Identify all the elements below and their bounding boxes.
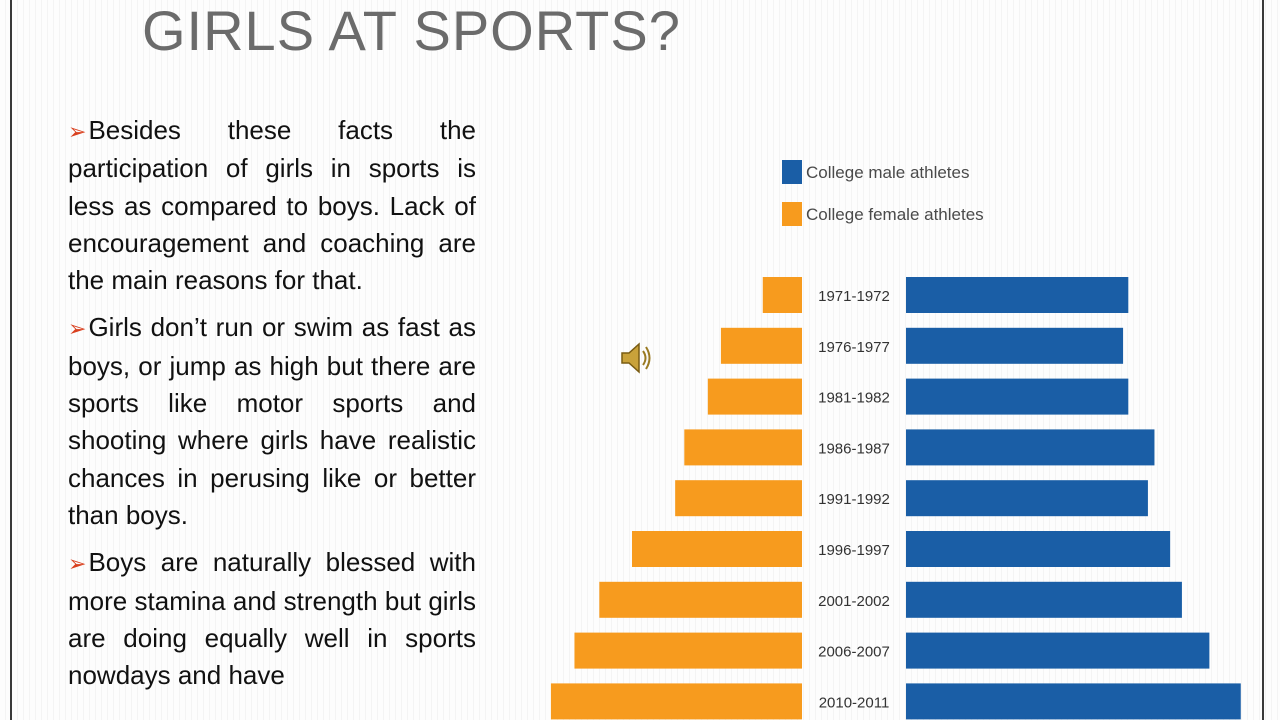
bar-male-1986-1987	[906, 429, 1155, 466]
bar-male-1981-1982	[906, 378, 1129, 415]
bar-female-1981-1982	[707, 378, 802, 415]
legend-label-male: College male athletes	[806, 163, 969, 182]
bar-female-2001-2002	[599, 581, 802, 618]
bar-male-2010-2011	[906, 683, 1241, 720]
bar-female-1986-1987	[684, 429, 802, 466]
bullet-text-3: Boys are naturally blessed with more sta…	[68, 547, 476, 691]
category-label: 1986-1987	[818, 440, 890, 457]
category-label: 2006-2007	[818, 644, 890, 661]
bar-male-2006-2007	[906, 632, 1210, 669]
bar-female-1996-1997	[632, 531, 802, 567]
category-label: 1981-1982	[818, 390, 890, 407]
category-label: 1996-1997	[818, 542, 890, 559]
bullet-arrow-icon: ➢	[68, 551, 87, 577]
bar-male-1976-1977	[906, 327, 1124, 364]
bar-male-1971-1972	[906, 277, 1129, 313]
category-label: 1971-1972	[818, 288, 890, 305]
category-label: 2010-2011	[819, 694, 890, 711]
legend-swatch-female	[782, 202, 802, 226]
bullet-text-2: Girls don’t run or swim as fast as boys,…	[68, 312, 476, 530]
bar-female-2010-2011	[550, 683, 802, 720]
bullet-paragraph-1: ➢Besides these facts the participation o…	[68, 112, 476, 299]
speaker-icon[interactable]	[618, 338, 654, 383]
bar-female-1976-1977	[720, 327, 802, 364]
legend-label-female: College female athletes	[806, 205, 984, 224]
bar-female-1991-1992	[675, 480, 802, 517]
bullet-list: ➢Besides these facts the participation o…	[68, 112, 476, 704]
slide-left-border	[10, 0, 12, 720]
legend-swatch-male	[782, 160, 802, 184]
slide-title: GIRLS AT SPORTS?	[142, 0, 681, 62]
bullet-arrow-icon: ➢	[68, 119, 87, 144]
bar-male-2001-2002	[906, 581, 1182, 618]
bar-male-1996-1997	[906, 531, 1171, 567]
bullet-paragraph-2: ➢Girls don’t run or swim as fast as boys…	[68, 309, 476, 534]
bar-male-1991-1992	[906, 480, 1148, 517]
bullet-text-1: Besides these facts the participation of…	[68, 115, 476, 296]
category-label: 1991-1992	[818, 491, 890, 508]
athletes-chart: College male athletes College female athl…	[550, 160, 1241, 720]
category-label: 1976-1977	[818, 339, 890, 356]
category-label: 2001-2002	[818, 593, 890, 610]
bar-female-2006-2007	[574, 632, 802, 669]
bullet-paragraph-3: ➢Boys are naturally blessed with more st…	[68, 544, 476, 694]
slide-right-border	[1262, 0, 1264, 720]
bar-female-1971-1972	[762, 277, 802, 313]
bullet-arrow-icon: ➢	[68, 316, 87, 342]
